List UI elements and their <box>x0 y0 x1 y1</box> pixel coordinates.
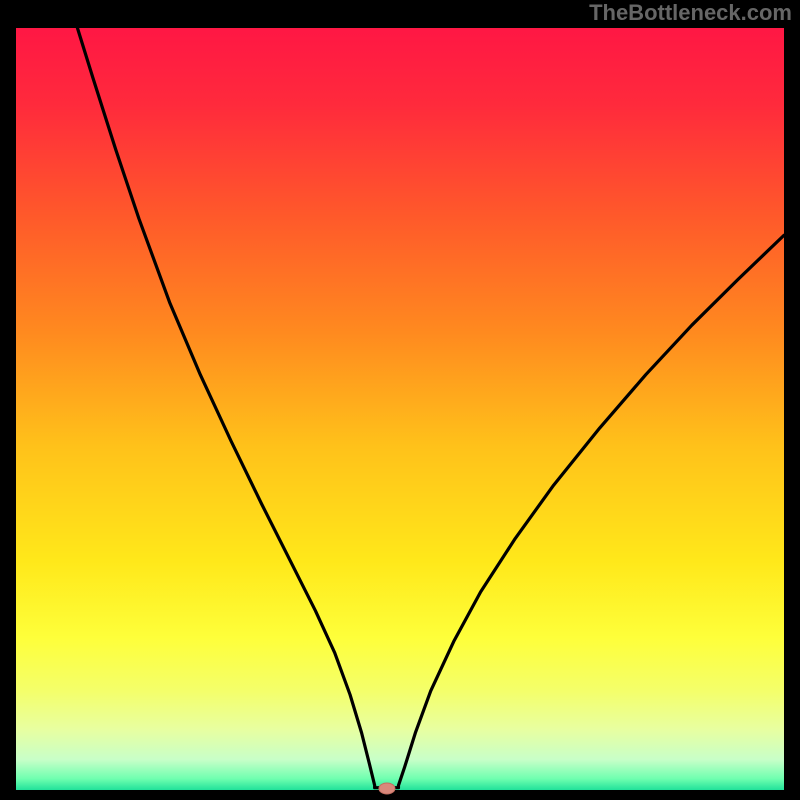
optimal-point-marker <box>379 783 395 794</box>
watermark-text: TheBottleneck.com <box>589 0 792 26</box>
chart-container: TheBottleneck.com <box>0 0 800 800</box>
bottleneck-chart <box>0 0 800 800</box>
gradient-plot-area <box>16 28 784 790</box>
